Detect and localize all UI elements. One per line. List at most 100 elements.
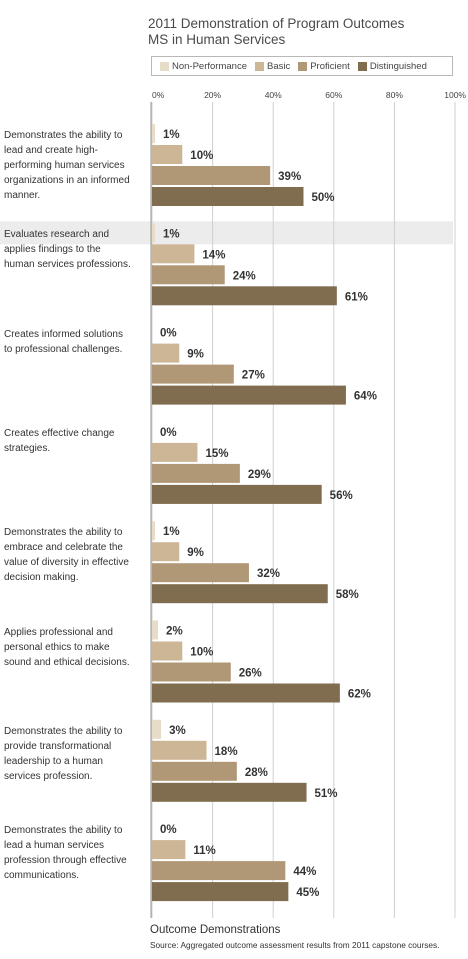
category-label: Evaluates research and applies findings t… [4, 227, 144, 272]
bar-proficient [152, 265, 225, 285]
category-label-line: Demonstrates the ability to [4, 825, 123, 837]
category-label-line: Demonstrates the ability to [4, 130, 123, 141]
category-label: Demonstrates the ability to lead a human … [4, 823, 144, 883]
bar-value-label: 9% [187, 349, 204, 361]
bar-basic [152, 641, 183, 661]
bar-distinguished [152, 484, 322, 504]
category-label-line: manner. [4, 190, 41, 201]
category-label-line: Demonstrates the ability to [4, 527, 123, 539]
highlight-band [0, 221, 453, 245]
bar-basic [152, 343, 180, 363]
bar-basic [152, 840, 186, 860]
category-label-line: performing human services [4, 160, 125, 171]
category-label-line: embrace and celebrate the [4, 542, 123, 554]
x-tick-label: 100% [444, 90, 466, 100]
bar-proficient [152, 761, 237, 781]
category-label-line: provide transformational [4, 740, 112, 752]
bar-value-label: 3% [169, 725, 186, 737]
legend-label-proficient: Proficient [310, 60, 350, 72]
x-axis-label: Outcome Demonstrations [150, 924, 281, 936]
category-label-line: personal ethics to make [4, 641, 110, 653]
bar-value-label: 26% [239, 668, 262, 680]
bar-proficient [152, 861, 286, 881]
category-label-line: to professional challenges. [4, 343, 123, 355]
category-label-line: value of diversity in effective [4, 557, 129, 569]
category-label-line: strategies. [4, 442, 51, 454]
category-label: Applies professional and personal ethics … [4, 625, 144, 670]
bar-proficient [152, 463, 240, 483]
bar-basic [152, 145, 183, 164]
bar-basic [152, 740, 207, 760]
bar-value-label: 27% [242, 370, 265, 382]
category-label-line: Applies professional and [4, 626, 113, 638]
bar-proficient [152, 166, 271, 185]
legend-label-non-performance: Non-Performance [172, 60, 247, 72]
category-label-line: decision making. [4, 572, 79, 584]
bar-value-label: 51% [315, 788, 338, 800]
bar-non-performance [152, 620, 159, 640]
category-label-line: lead and create high- [4, 145, 98, 156]
category-label-line: sound and ethical decisions. [4, 656, 130, 668]
category-label: Demonstrates the ability to embrace and c… [4, 525, 144, 585]
bar-distinguished [152, 882, 289, 902]
bar-value-label: 28% [245, 767, 268, 779]
bar-non-performance [152, 223, 156, 243]
bar-proficient [152, 662, 231, 682]
bar-proficient [152, 364, 234, 384]
legend-swatch-proficient [298, 61, 308, 71]
bar-distinguished [152, 286, 337, 306]
legend-item-non-performance: Non-Performance [160, 61, 247, 72]
bar-basic [152, 244, 195, 264]
legend-label-basic: Basic [266, 60, 291, 72]
bar-value-label: 64% [354, 391, 377, 403]
category-label-line: Creates effective change [4, 427, 115, 439]
bar-value-label: 39% [278, 171, 301, 183]
bar-value-label: 1% [163, 228, 180, 240]
category-label-line: communications. [4, 870, 80, 882]
bar-value-label: 18% [215, 746, 238, 758]
bar-value-label: 2% [166, 626, 183, 638]
bar-distinguished [152, 782, 307, 802]
bar-distinguished [152, 187, 304, 206]
bar-value-label: 10% [190, 150, 213, 162]
bar-value-label: 56% [330, 490, 353, 502]
bar-value-label: 1% [163, 526, 180, 538]
x-tick-label: 20% [204, 90, 221, 100]
bar-value-label: 1% [163, 129, 180, 141]
legend-swatch-non-performance [160, 61, 169, 71]
bar-value-label: 45% [296, 887, 319, 899]
category-label-line: lead a human services [4, 840, 105, 852]
bar-distinguished [152, 385, 346, 405]
bar-value-label: 62% [348, 689, 371, 701]
bar-proficient [152, 563, 249, 583]
x-tick-label: 60% [325, 90, 342, 100]
legend: Non-Performance Basic Proficient Disting… [151, 56, 453, 76]
category-label: Demonstrates the ability to provide trans… [4, 724, 144, 784]
bar-value-label: 0% [160, 328, 177, 340]
category-label-line: Demonstrates the ability to [4, 725, 123, 737]
bar-basic [152, 442, 198, 462]
x-tick-label: 80% [386, 90, 403, 100]
chart-subtitle: MS in Human Services [148, 32, 286, 47]
category-label-line: organizations in an informed [4, 175, 130, 186]
bar-value-label: 15% [205, 448, 228, 460]
bar-non-performance [152, 124, 156, 143]
bar-value-label: 14% [202, 249, 225, 261]
bar-non-performance [152, 521, 156, 541]
category-label: Creates effective change strategies. [4, 426, 144, 456]
category-label-line: human services professions. [4, 259, 131, 271]
bar-distinguished [152, 683, 340, 703]
category-label-line: profession through effective [4, 855, 127, 867]
x-tick-label: 0% [152, 90, 165, 100]
legend-item-proficient: Proficient [298, 61, 350, 72]
bar-value-label: 10% [190, 647, 213, 659]
bar-value-label: 0% [160, 427, 177, 439]
bar-basic [152, 542, 180, 562]
bar-value-label: 0% [160, 824, 177, 836]
bar-value-label: 61% [345, 291, 368, 303]
legend-item-basic: Basic [254, 60, 291, 72]
legend-swatch-distinguished [357, 61, 367, 71]
category-label-line: Creates informed solutions [4, 328, 123, 340]
bar-value-label: 50% [312, 192, 335, 204]
